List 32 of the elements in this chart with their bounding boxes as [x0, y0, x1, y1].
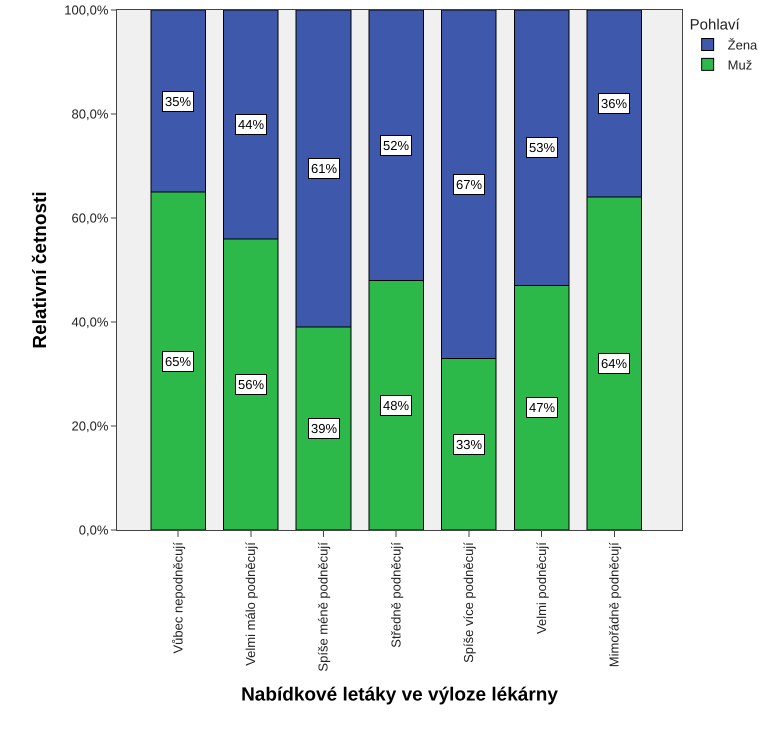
y-tick-label: 60,0% — [72, 210, 109, 226]
legend-label: Žena — [728, 38, 758, 53]
data-label: 33% — [456, 437, 482, 452]
data-label: 64% — [601, 356, 628, 371]
x-tick-label: Středně podněcují — [388, 542, 404, 648]
data-label: 61% — [311, 161, 338, 176]
data-label: 44% — [238, 117, 264, 132]
y-axis-title: Relativní četnosti — [30, 191, 52, 349]
data-label: 39% — [311, 421, 338, 436]
data-label: 48% — [383, 398, 410, 413]
y-tick-label: 40,0% — [72, 314, 109, 330]
x-tick-label: Velmi málo podněcují — [243, 542, 258, 666]
y-tick-label: 80,0% — [72, 106, 109, 122]
data-label: 65% — [165, 354, 192, 369]
data-label: 36% — [601, 96, 628, 111]
data-label: 56% — [238, 377, 264, 392]
x-axis-title: Nabídkové letáky ve výloze lékárny — [241, 684, 558, 706]
y-tick-label: 20,0% — [72, 418, 109, 434]
data-label: 53% — [529, 140, 556, 155]
data-label: 52% — [383, 138, 410, 153]
y-tick-label: 0,0% — [78, 522, 109, 538]
x-tick-label: Spíše méně podněcují — [316, 542, 331, 672]
data-label: 67% — [456, 177, 482, 192]
data-label: 47% — [529, 400, 556, 415]
y-tick-label: 100,0% — [64, 2, 109, 18]
x-tick-label: Vůbec nepodněcují — [170, 542, 186, 654]
x-tick-label: Velmi podněcují — [534, 542, 549, 634]
legend-label: Muž — [728, 57, 752, 72]
x-tick-label: Mimořádně podněcují — [606, 542, 622, 668]
x-tick-label: Spíše více podněcují — [461, 542, 476, 663]
legend-title: Pohlaví — [690, 16, 741, 34]
data-label: 35% — [165, 94, 192, 109]
